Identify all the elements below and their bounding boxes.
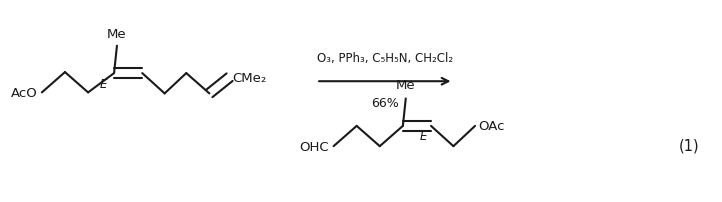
Text: E: E	[419, 129, 427, 142]
Text: 66%: 66%	[371, 97, 399, 110]
Text: E: E	[100, 78, 107, 91]
Text: CMe₂: CMe₂	[232, 71, 266, 84]
Text: OAc: OAc	[478, 120, 505, 133]
Text: O₃, PPh₃, C₅H₅N, CH₂Cl₂: O₃, PPh₃, C₅H₅N, CH₂Cl₂	[317, 52, 453, 65]
Text: (1): (1)	[679, 138, 700, 153]
Text: Me: Me	[396, 79, 416, 92]
Text: AcO: AcO	[11, 86, 38, 99]
Text: OHC: OHC	[300, 140, 329, 153]
Text: Me: Me	[107, 27, 127, 40]
